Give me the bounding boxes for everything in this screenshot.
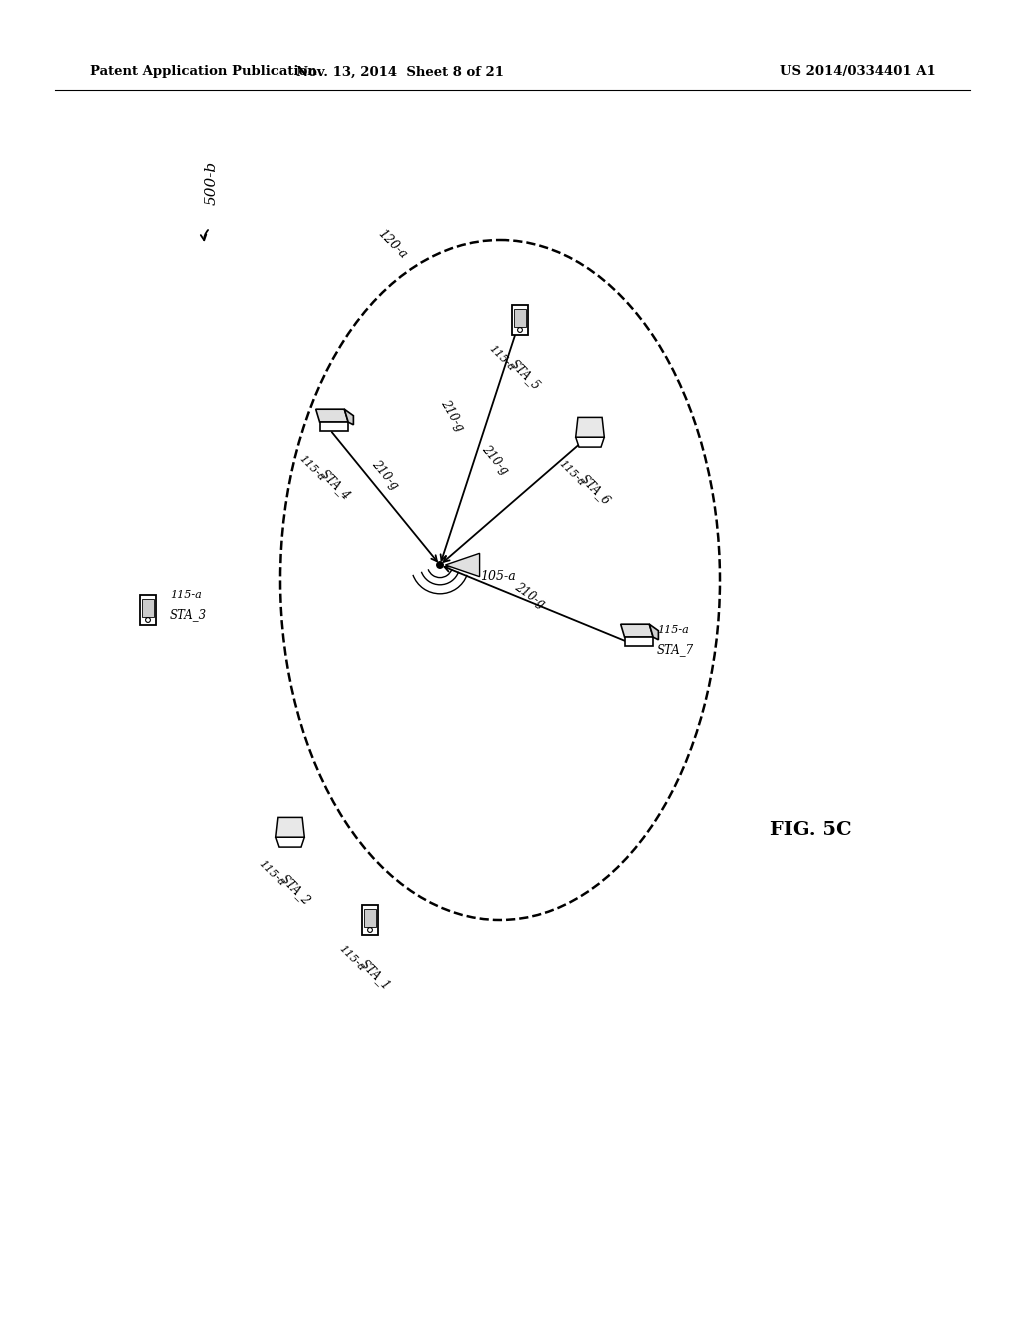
Bar [512,305,528,335]
Text: 105-a: 105-a [480,570,516,583]
Circle shape [436,561,444,569]
Text: US 2014/0334401 A1: US 2014/0334401 A1 [780,66,936,78]
Text: 500-b: 500-b [205,161,219,205]
Text: 115-a: 115-a [557,458,587,488]
Bar [514,309,525,327]
Polygon shape [575,417,604,437]
Polygon shape [625,638,653,647]
Text: 115-a: 115-a [297,453,327,483]
Text: STA_7: STA_7 [657,644,694,656]
Polygon shape [649,624,658,640]
Text: 120-a: 120-a [375,227,410,261]
Polygon shape [315,409,348,422]
Text: STA_5: STA_5 [507,358,543,393]
Text: FIG. 5C: FIG. 5C [770,821,852,840]
Polygon shape [275,817,304,837]
Bar [142,599,154,616]
Polygon shape [575,437,604,447]
Polygon shape [621,624,653,638]
Text: 115-a: 115-a [257,858,287,888]
Text: STA_2: STA_2 [278,873,312,908]
Text: 210-g: 210-g [479,442,511,478]
Text: STA_4: STA_4 [317,467,352,503]
Bar [362,906,378,935]
Text: 115-a: 115-a [487,343,517,372]
Bar [365,909,376,927]
Polygon shape [275,837,304,847]
Text: 115-a: 115-a [170,590,202,601]
Text: 210-g: 210-g [369,458,401,492]
Bar [140,595,156,624]
Text: 115-a: 115-a [657,624,689,635]
Text: Nov. 13, 2014  Sheet 8 of 21: Nov. 13, 2014 Sheet 8 of 21 [296,66,504,78]
Polygon shape [344,409,353,425]
Polygon shape [445,553,479,577]
Text: Patent Application Publication: Patent Application Publication [90,66,316,78]
Text: STA_3: STA_3 [170,609,207,622]
Text: STA_1: STA_1 [357,957,393,993]
Text: STA_6: STA_6 [578,473,612,508]
Text: 210-g: 210-g [438,397,466,433]
Text: 210-g: 210-g [512,579,548,610]
Polygon shape [319,422,348,432]
Text: 115-a: 115-a [337,944,367,973]
